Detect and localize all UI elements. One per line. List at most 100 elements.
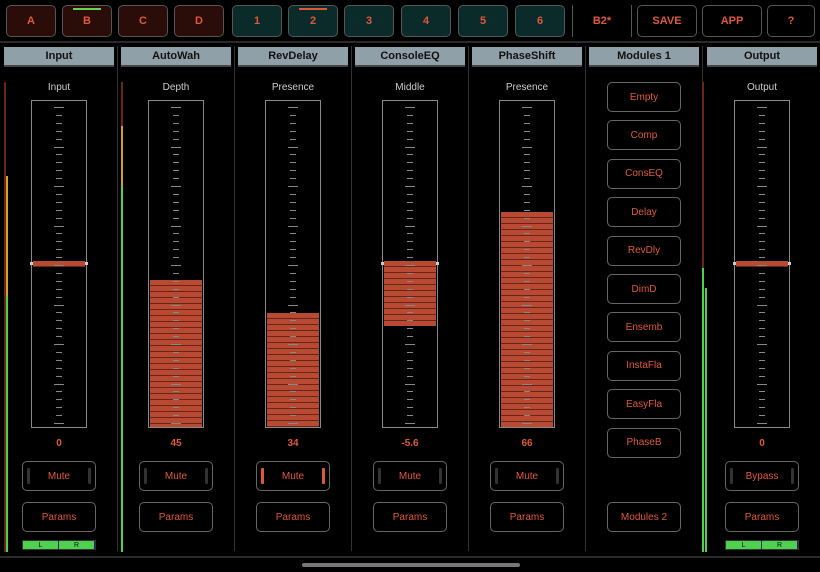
params-button[interactable]: Params bbox=[22, 502, 96, 532]
current-preset-label: B2* bbox=[572, 5, 632, 37]
fader-tick bbox=[524, 399, 530, 401]
fader-tick bbox=[56, 312, 62, 314]
mute-button[interactable]: Mute bbox=[256, 461, 330, 491]
fader-track[interactable] bbox=[148, 100, 204, 428]
fader-tick bbox=[173, 367, 179, 369]
toggle-led bbox=[556, 468, 559, 484]
toggle-led bbox=[144, 468, 147, 484]
fader-tick bbox=[290, 367, 296, 369]
fader-tick bbox=[757, 107, 767, 108]
preset-label: 1 bbox=[253, 15, 261, 27]
fader-track[interactable] bbox=[381, 100, 439, 428]
fader-tick bbox=[173, 233, 179, 235]
preset-button-6[interactable]: 6 bbox=[515, 5, 565, 37]
parameter-value: 34 bbox=[287, 438, 299, 449]
preset-button-2[interactable]: 2 bbox=[288, 5, 338, 37]
preset-button-C[interactable]: C bbox=[118, 5, 168, 37]
module-button-dimd[interactable]: DimD bbox=[607, 274, 681, 304]
params-button[interactable]: Params bbox=[490, 502, 564, 532]
fader-tick bbox=[759, 154, 765, 156]
fader-tick bbox=[524, 415, 530, 417]
module-button-instafla[interactable]: InstaFla bbox=[607, 350, 681, 381]
params-button[interactable]: Params bbox=[725, 502, 799, 532]
fader-tick bbox=[524, 257, 530, 259]
fader-handle[interactable] bbox=[733, 262, 791, 265]
fader-tick bbox=[522, 186, 532, 187]
channel-r: R bbox=[59, 541, 95, 549]
parameter-label: Middle bbox=[395, 82, 425, 93]
params-button[interactable]: Params bbox=[139, 502, 213, 532]
fader-tick bbox=[54, 186, 64, 187]
home-indicator[interactable] bbox=[302, 563, 520, 567]
preset-button-A[interactable]: A bbox=[6, 5, 56, 37]
fader-tick bbox=[290, 407, 296, 409]
preset-button-B[interactable]: B bbox=[62, 5, 112, 37]
preset-label: B bbox=[83, 15, 91, 27]
fader-tick bbox=[524, 288, 530, 290]
module-button-revdly[interactable]: RevDly bbox=[607, 235, 681, 266]
fader-track[interactable] bbox=[733, 100, 791, 428]
fader-track[interactable] bbox=[499, 100, 555, 428]
fader-tick bbox=[173, 257, 179, 259]
parameter-value: -5.6 bbox=[401, 438, 419, 449]
fader-tick bbox=[290, 312, 296, 314]
app-button[interactable]: APP bbox=[702, 5, 762, 37]
preset-button-1[interactable]: 1 bbox=[232, 5, 282, 37]
mute-button[interactable]: Mute bbox=[22, 461, 96, 491]
mute-button[interactable]: Mute bbox=[139, 461, 213, 491]
fader-tick bbox=[56, 280, 62, 282]
fader-handle[interactable] bbox=[30, 262, 88, 265]
fader-tick bbox=[524, 367, 530, 369]
bypass-button[interactable]: Bypass bbox=[725, 461, 799, 491]
preset-button-4[interactable]: 4 bbox=[401, 5, 451, 37]
modules-2-button[interactable]: Modules 2 bbox=[607, 502, 681, 532]
mute-button[interactable]: Mute bbox=[490, 461, 564, 491]
fader-tick bbox=[290, 399, 296, 401]
channel-l: L bbox=[23, 541, 59, 549]
module-button-phaseb[interactable]: PhaseB bbox=[607, 427, 681, 458]
fader-tick bbox=[173, 375, 179, 377]
fader-track[interactable] bbox=[265, 100, 321, 428]
module-button-conseq[interactable]: ConsEQ bbox=[607, 158, 681, 189]
fader-tick bbox=[290, 359, 296, 361]
fader-tick bbox=[56, 241, 62, 243]
preset-button-3[interactable]: 3 bbox=[344, 5, 394, 37]
preset-button-5[interactable]: 5 bbox=[458, 5, 508, 37]
fader-tick bbox=[173, 351, 179, 353]
module-button-easyfla[interactable]: EasyFla bbox=[607, 389, 681, 420]
fader-tick bbox=[522, 344, 532, 345]
fader-tick bbox=[290, 288, 296, 290]
fader-tick bbox=[759, 351, 765, 353]
params-button[interactable]: Params bbox=[373, 502, 447, 532]
parameter-value: 0 bbox=[759, 438, 765, 449]
module-button-comp[interactable]: Comp bbox=[607, 120, 681, 151]
fader-tick bbox=[56, 217, 62, 219]
fader-track[interactable] bbox=[30, 100, 88, 428]
fader-tick bbox=[407, 399, 413, 401]
fader-handle[interactable] bbox=[381, 262, 439, 265]
toggle-led bbox=[261, 468, 264, 484]
mute-label: Mute bbox=[515, 470, 539, 482]
fader-tick bbox=[524, 209, 530, 211]
fader-tick bbox=[173, 170, 179, 172]
fader-tick bbox=[54, 107, 64, 108]
fader-tick bbox=[759, 217, 765, 219]
module-button-ensemb[interactable]: Ensemb bbox=[607, 312, 681, 343]
fader-tick bbox=[173, 391, 179, 393]
fader-tick bbox=[407, 280, 413, 282]
module-button-empty[interactable]: Empty bbox=[607, 82, 681, 112]
module-button-delay[interactable]: Delay bbox=[607, 197, 681, 228]
toggle-led bbox=[439, 468, 442, 484]
save-button[interactable]: SAVE bbox=[637, 5, 697, 37]
preset-button-D[interactable]: D bbox=[174, 5, 224, 37]
fader-tick bbox=[171, 225, 181, 227]
fader-fill bbox=[384, 261, 436, 326]
fader-tick bbox=[173, 154, 179, 156]
fader-tick bbox=[288, 265, 298, 266]
params-button[interactable]: Params bbox=[256, 502, 330, 532]
fader-tick bbox=[173, 193, 179, 195]
fader-tick bbox=[405, 423, 415, 424]
mute-button[interactable]: Mute bbox=[373, 461, 447, 491]
help-button[interactable]: ? bbox=[767, 5, 815, 37]
fader-tick bbox=[56, 375, 62, 377]
